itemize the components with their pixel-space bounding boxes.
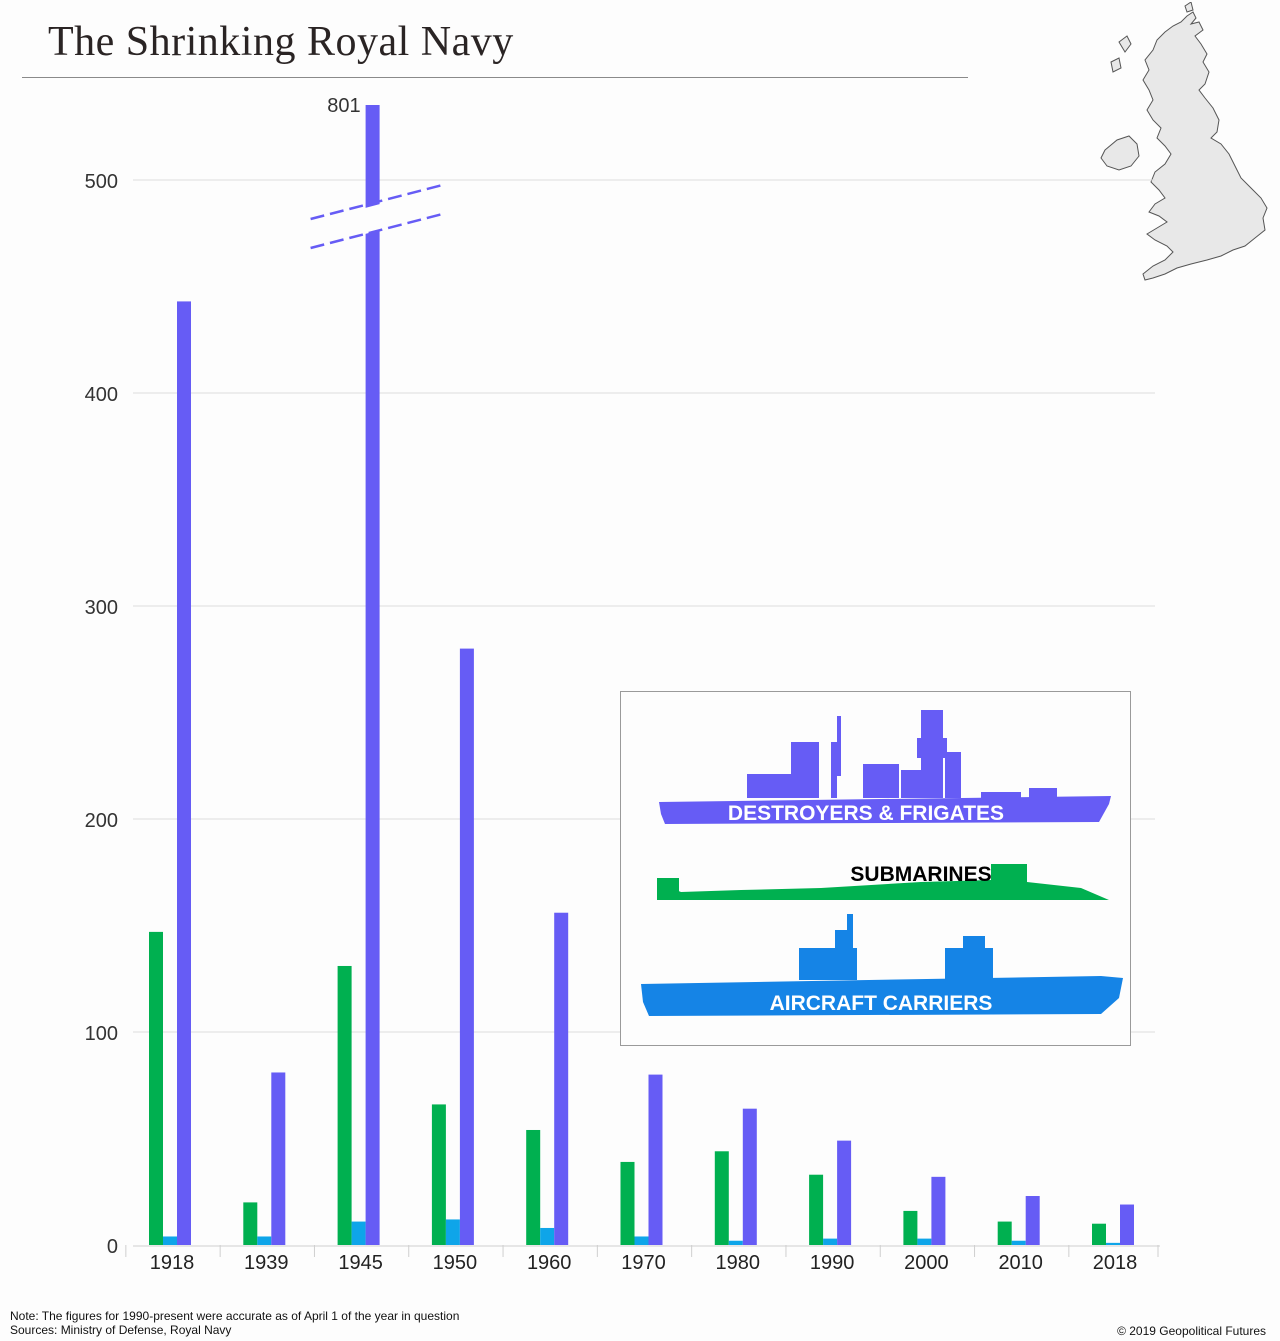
bar-aircraft_carriers bbox=[917, 1238, 932, 1245]
bar-chart: 0 100 200 300 400 500 1918 1939 1945 1950 1960 1970… bbox=[85, 95, 1160, 1274]
bar-aircraft_carriers bbox=[540, 1227, 555, 1245]
axis-break-mark bbox=[304, 183, 443, 250]
y-tick-label: 100 bbox=[85, 1023, 118, 1045]
bar-submarines bbox=[243, 1202, 258, 1245]
bar-destroyers_frigates bbox=[271, 1072, 286, 1245]
bar-submarines bbox=[809, 1174, 824, 1245]
bar-aircraft_carriers bbox=[728, 1240, 743, 1245]
title-divider bbox=[22, 77, 968, 78]
axis-labels: 0 100 200 300 400 500 1918 1939 1945 1950 1960 1970… bbox=[85, 95, 1138, 1274]
bar-submarines bbox=[526, 1129, 541, 1245]
x-tick-label: 1960 bbox=[527, 1252, 572, 1274]
y-tick-label: 300 bbox=[85, 597, 118, 619]
copyright: © 2019 Geopolitical Futures bbox=[1117, 1324, 1266, 1338]
bar-destroyers_frigates bbox=[1025, 1196, 1040, 1245]
bar-submarines bbox=[620, 1161, 635, 1245]
x-tick-label: 1970 bbox=[621, 1252, 666, 1274]
bar-submarines bbox=[337, 965, 352, 1245]
bar-aircraft_carriers bbox=[634, 1236, 649, 1245]
bar-destroyers_frigates bbox=[837, 1140, 852, 1245]
bar-aircraft_carriers bbox=[1011, 1240, 1026, 1245]
submarine-ship-icon bbox=[657, 864, 1109, 900]
x-tick-label: 2010 bbox=[998, 1252, 1043, 1274]
x-tick-label: 1918 bbox=[150, 1252, 195, 1274]
bar-destroyers_frigates bbox=[459, 648, 474, 1245]
bar-destroyers_frigates bbox=[648, 1074, 663, 1245]
bar-submarines bbox=[431, 1104, 446, 1245]
outlier-value-label: 801 bbox=[327, 95, 360, 117]
legend-carriers-label: AIRCRAFT CARRIERS bbox=[770, 992, 993, 1015]
bar-submarines bbox=[149, 931, 163, 1245]
x-tick-label: 2000 bbox=[904, 1252, 949, 1274]
footnote: Note: The figures for 1990-present were … bbox=[10, 1309, 460, 1323]
bar-destroyers_frigates bbox=[177, 301, 191, 1245]
x-tick-label: 1990 bbox=[810, 1252, 855, 1274]
y-tick-label: 500 bbox=[85, 171, 118, 193]
x-tick-label: 2018 bbox=[1093, 1252, 1138, 1274]
bar-aircraft_carriers bbox=[1106, 1242, 1120, 1245]
bar-submarines bbox=[903, 1210, 918, 1245]
bar-aircraft_carriers bbox=[163, 1236, 177, 1245]
y-tick-label: 200 bbox=[85, 810, 118, 832]
x-tick-label: 1980 bbox=[716, 1252, 761, 1274]
bar-destroyers_frigates bbox=[931, 1176, 946, 1245]
uk-map-icon bbox=[1100, 2, 1268, 281]
x-tick-label: 1945 bbox=[338, 1252, 383, 1274]
bars bbox=[149, 105, 1134, 1245]
bar-submarines bbox=[714, 1151, 729, 1245]
bar-destroyers_frigates bbox=[554, 912, 569, 1245]
bar-destroyers_frigates bbox=[1120, 1204, 1134, 1245]
axis-break-line bbox=[310, 212, 443, 250]
axis-break-line bbox=[310, 183, 443, 221]
bar-submarines bbox=[1092, 1223, 1106, 1245]
sources-note: Sources: Ministry of Defense, Royal Navy bbox=[10, 1323, 232, 1337]
chart-title: The Shrinking Royal Navy bbox=[48, 19, 514, 65]
bar-submarines bbox=[997, 1221, 1012, 1245]
bar-destroyers_frigates bbox=[742, 1108, 757, 1245]
x-tick-label: 1950 bbox=[433, 1252, 478, 1274]
y-tick-label: 400 bbox=[85, 384, 118, 406]
destroyer-ship-icon bbox=[659, 710, 1111, 824]
axis-break-gap bbox=[304, 188, 441, 250]
x-tick-label: 1939 bbox=[244, 1252, 289, 1274]
bar-aircraft_carriers bbox=[351, 1221, 366, 1245]
legend: DESTROYERS & FRIGATES SUBMARINES AIRCRAF… bbox=[620, 691, 1131, 1046]
bar-destroyers_frigates bbox=[365, 105, 380, 1245]
legend-destroyers-label: DESTROYERS & FRIGATES bbox=[728, 802, 1004, 825]
bar-aircraft_carriers bbox=[445, 1219, 460, 1245]
legend-submarines-label: SUBMARINES bbox=[850, 863, 991, 886]
bar-aircraft_carriers bbox=[823, 1238, 838, 1245]
bar-aircraft_carriers bbox=[257, 1236, 272, 1245]
legend-ships: DESTROYERS & FRIGATES SUBMARINES AIRCRAF… bbox=[641, 710, 1123, 1016]
aircraft-carrier-ship-icon bbox=[641, 914, 1123, 1016]
y-tick-label: 0 bbox=[107, 1236, 118, 1258]
